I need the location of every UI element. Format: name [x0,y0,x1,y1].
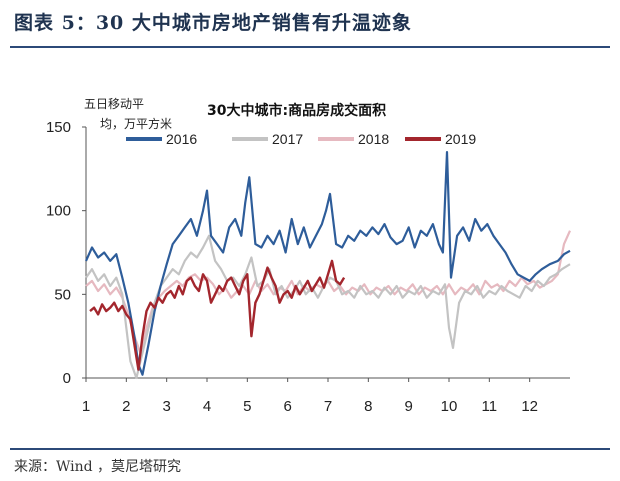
top-rule [10,46,610,48]
legend-label-2016: 2016 [166,131,197,147]
legend-label-2017: 2017 [272,131,303,147]
bottom-rule [10,448,610,450]
y-axis-label-line2: 均，万平方米 [100,116,172,131]
y-tick-label: 100 [46,203,71,220]
series-line-2016 [84,151,571,376]
x-tick-label: 1 [82,398,90,415]
x-tick-label: 10 [441,398,458,415]
x-tick-label: 12 [521,398,538,415]
legend-label-2019: 2019 [445,131,476,147]
legend: 2016 2017 2018 2019 [126,131,476,147]
source-note: 来源：Wind ，莫尼塔研究 [14,459,182,475]
y-axis-label-line1: 五日移动平 [84,97,144,111]
x-tick-label: 5 [243,398,251,415]
x-tick-label: 9 [404,398,412,415]
series-line-2019 [89,259,346,371]
x-tick-label: 4 [203,398,211,415]
x-tick-label: 3 [162,398,170,415]
x-tick-label: 2 [122,398,130,415]
y-tick-label: 0 [63,370,71,387]
x-tick-label: 11 [482,398,498,415]
x-tick-label: 6 [283,398,291,415]
figure-title: 图表 5：30 大中城市房地产销售有升温迹象 [14,12,412,34]
series-line-2017 [85,234,571,380]
chart-title: 30大中城市:商品房成交面积 [207,102,386,119]
series-lines [84,151,572,380]
plot-area [86,127,570,378]
y-tick-label: 150 [46,119,71,136]
axes [82,126,570,382]
x-tick-label: 8 [364,398,372,415]
x-tick-label: 7 [324,398,332,415]
legend-label-2018: 2018 [358,131,389,147]
y-tick-label: 50 [54,286,71,303]
